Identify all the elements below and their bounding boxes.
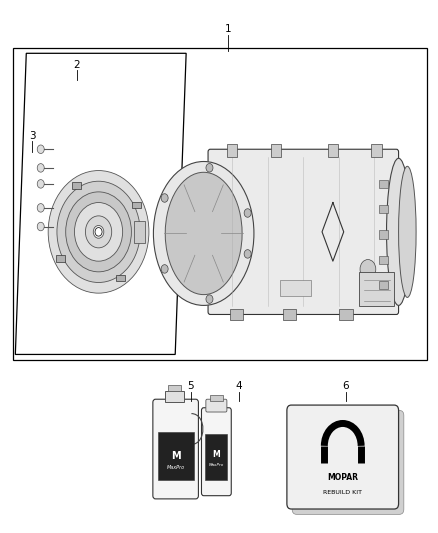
Text: REBUILD KIT: REBUILD KIT xyxy=(323,490,362,495)
Polygon shape xyxy=(15,53,186,354)
Circle shape xyxy=(57,181,140,282)
Bar xyxy=(280,280,311,296)
Circle shape xyxy=(48,171,149,293)
Ellipse shape xyxy=(387,158,411,305)
Text: M: M xyxy=(171,451,180,461)
Bar xyxy=(158,432,194,480)
Circle shape xyxy=(37,164,44,172)
Ellipse shape xyxy=(165,172,242,295)
Bar xyxy=(379,281,388,289)
Circle shape xyxy=(74,203,123,261)
Text: 1: 1 xyxy=(224,25,231,34)
Ellipse shape xyxy=(399,166,416,297)
FancyBboxPatch shape xyxy=(201,408,231,496)
FancyBboxPatch shape xyxy=(132,202,141,208)
Text: MaxPro: MaxPro xyxy=(209,463,224,467)
FancyBboxPatch shape xyxy=(72,182,81,189)
Circle shape xyxy=(37,180,44,188)
Bar xyxy=(165,391,184,402)
Bar xyxy=(328,144,338,157)
Bar xyxy=(134,221,145,243)
Bar xyxy=(205,434,227,480)
Text: 5: 5 xyxy=(187,382,194,391)
Bar xyxy=(359,272,394,306)
Circle shape xyxy=(360,260,376,279)
Bar xyxy=(13,48,427,360)
Bar xyxy=(230,309,243,320)
Text: 4: 4 xyxy=(235,382,242,391)
FancyBboxPatch shape xyxy=(208,149,399,314)
Text: M: M xyxy=(212,450,220,459)
Bar xyxy=(227,144,237,157)
Bar xyxy=(379,256,388,264)
Circle shape xyxy=(37,204,44,212)
Text: 6: 6 xyxy=(343,382,350,391)
Bar xyxy=(210,395,223,401)
Bar xyxy=(379,230,388,239)
Circle shape xyxy=(85,216,112,248)
Text: MaxPro: MaxPro xyxy=(166,465,185,471)
Text: 2: 2 xyxy=(73,60,80,70)
Circle shape xyxy=(37,222,44,231)
FancyBboxPatch shape xyxy=(292,410,404,514)
Bar xyxy=(283,309,296,320)
Bar xyxy=(371,144,382,157)
Circle shape xyxy=(66,192,131,272)
Circle shape xyxy=(244,249,251,258)
Text: MOPAR: MOPAR xyxy=(327,473,358,482)
Bar xyxy=(379,205,388,213)
Text: 3: 3 xyxy=(28,131,35,141)
Circle shape xyxy=(206,164,213,172)
Circle shape xyxy=(206,295,213,303)
Bar xyxy=(271,144,281,157)
Circle shape xyxy=(244,209,251,217)
FancyBboxPatch shape xyxy=(153,399,198,499)
FancyBboxPatch shape xyxy=(56,255,65,262)
Circle shape xyxy=(161,265,168,273)
FancyBboxPatch shape xyxy=(287,405,399,509)
Circle shape xyxy=(93,225,104,238)
Ellipse shape xyxy=(153,161,254,305)
Circle shape xyxy=(95,228,102,236)
Circle shape xyxy=(161,193,168,202)
Bar xyxy=(168,385,181,391)
FancyBboxPatch shape xyxy=(116,275,125,281)
Bar xyxy=(379,180,388,188)
Circle shape xyxy=(37,145,44,154)
Bar xyxy=(339,309,353,320)
FancyBboxPatch shape xyxy=(206,399,227,412)
